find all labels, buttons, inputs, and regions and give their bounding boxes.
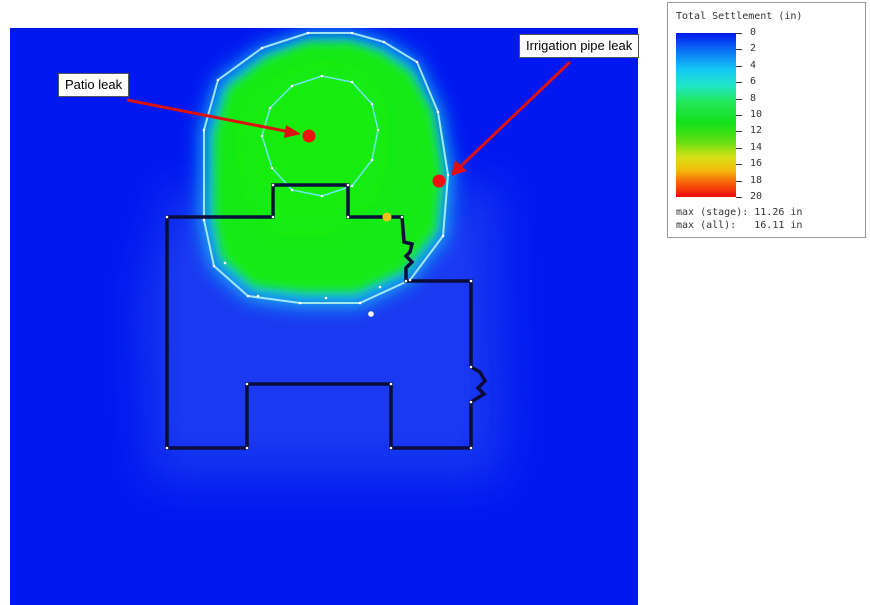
legend-tick-label: 2 [750,43,757,55]
legend-tick-label: 0 [750,27,757,38]
legend-tick-label: 12 [750,125,763,137]
irrigation-leak-marker[interactable] [432,174,446,188]
patio-leak-callout: Patio leak [58,73,130,97]
legend-tick-mark [736,131,742,133]
legend-tick-mark [736,164,742,166]
patio-leak-arrow [126,98,301,138]
legend-tick-label: 14 [750,141,763,153]
legend-tick-mark [736,180,742,182]
legend-colorbar [676,33,736,197]
legend-max-all: max (all): 16.11 in [676,220,803,231]
white-point-marker [368,311,374,317]
irrigation-leak-arrow [451,60,572,176]
irrigation-leak-callout: Irrigation pipe leak [519,34,640,58]
irrigation-leak-label: Irrigation pipe leak [526,38,633,53]
legend-tick-mark [736,98,742,100]
legend-tick-label: 10 [750,109,763,120]
legend-tick-mark [736,82,742,84]
legend-max-stage: max (stage): 11.26 in [676,207,803,218]
legend-title: Total Settlement (in) [676,11,803,22]
legend-tick-mark [736,197,742,198]
legend-tick-label: 20 [750,191,763,202]
legend-tick-label: 16 [750,158,763,170]
patio-leak-marker[interactable] [302,129,316,143]
patio-leak-label: Patio leak [65,77,123,92]
legend-tick-mark [736,115,742,116]
yellow-point-marker [382,212,392,222]
legend-tick-mark [736,33,742,34]
legend-tick-label: 4 [750,59,757,71]
legend-tick-mark [736,147,742,149]
legend-tick-label: 8 [750,92,757,104]
legend-tick-label: 6 [750,76,757,88]
settlement-legend: Total Settlement (in) 0 2 4 6 8 10 12 14 16 18 20 … [667,2,866,238]
mesh-nodes [165,31,473,450]
legend-tick-mark [736,49,742,51]
legend-tick-label: 18 [750,174,763,186]
legend-tick-mark [736,65,742,67]
